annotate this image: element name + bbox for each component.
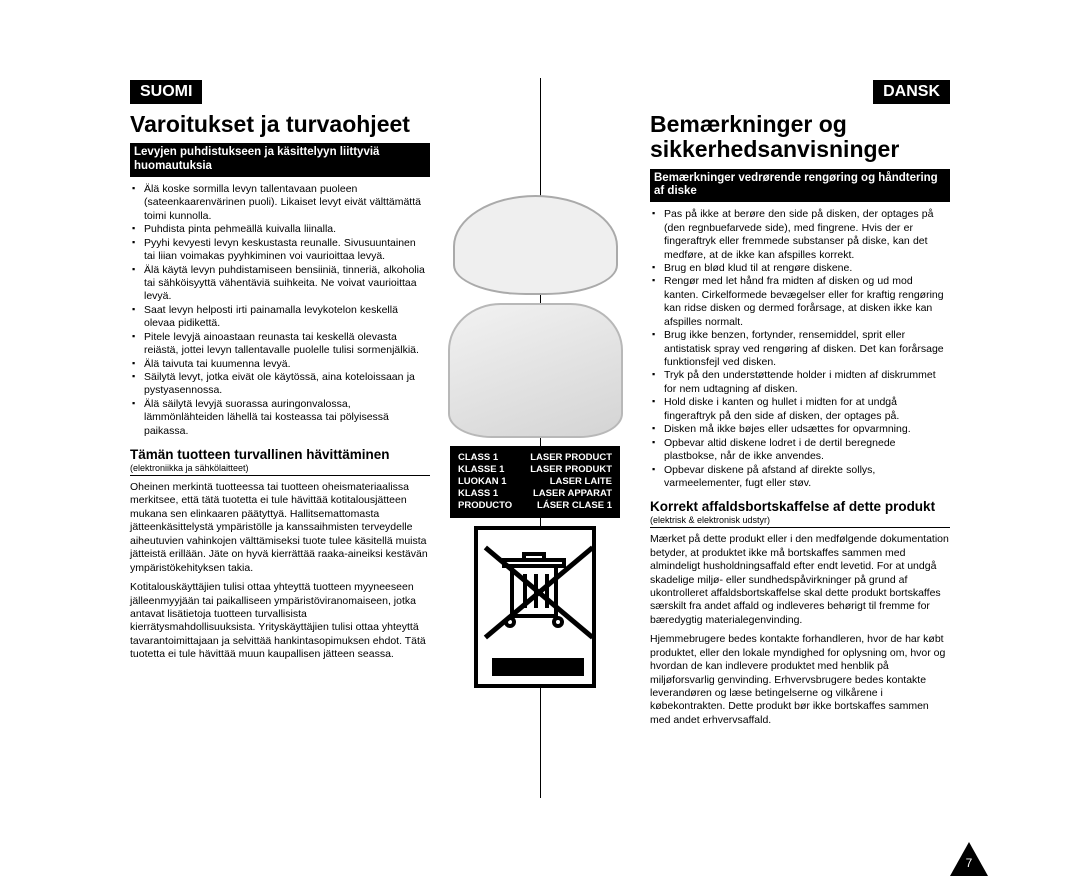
notes-list-left: Älä koske sormilla levyn tallentavaan pu… bbox=[130, 183, 430, 438]
center-illustrations: CLASS 1LASER PRODUCTKLASSE 1LASER PRODUK… bbox=[432, 195, 638, 688]
note-item: Pyyhi kevyesti levyn keskustasta reunall… bbox=[130, 237, 430, 264]
disposal-p1-right: Mærket på dette produkt eller i den medf… bbox=[650, 533, 950, 627]
note-item: Opbevar altid diskene lodret i de dertil… bbox=[650, 437, 950, 464]
lang-label-suomi: SUOMI bbox=[130, 80, 202, 104]
banner-left: Levyjen puhdistukseen ja käsittelyyn lii… bbox=[130, 143, 430, 177]
page-number: 7 bbox=[964, 856, 974, 870]
note-item: Älä käytä levyn puhdistamiseen bensiiniä… bbox=[130, 264, 430, 304]
manual-page: SUOMI Varoitukset ja turvaohjeet Levyjen… bbox=[0, 0, 1080, 890]
disc-cleaning-illustration bbox=[453, 195, 618, 295]
note-item: Brug en blød klud til at rengøre diskene… bbox=[650, 262, 950, 275]
note-item: Puhdista pinta pehmeällä kuivalla liinal… bbox=[130, 223, 430, 236]
disposal-sub-right: (elektrisk & elektronisk udstyr) bbox=[650, 515, 950, 528]
disposal-p1-left: Oheinen merkintä tuotteessa tai tuotteen… bbox=[130, 481, 430, 575]
banner-right: Bemærkninger vedrørende rengøring og hån… bbox=[650, 169, 950, 203]
notes-list-right: Pas på ikke at berøre den side på disken… bbox=[650, 208, 950, 490]
note-item: Brug ikke benzen, fortynder, rensemiddel… bbox=[650, 329, 950, 369]
note-item: Disken må ikke bøjes eller udsættes for … bbox=[650, 423, 950, 436]
note-item: Rengør med let hånd fra midten af disken… bbox=[650, 275, 950, 329]
note-item: Saat levyn helposti irti painamalla levy… bbox=[130, 304, 430, 331]
laser-class-label: CLASS 1LASER PRODUCTKLASSE 1LASER PRODUK… bbox=[450, 446, 620, 518]
note-item: Pitele levyjä ainoastaan reunasta tai ke… bbox=[130, 331, 430, 358]
title-right: Bemærkninger og sikkerhedsanvisninger bbox=[650, 112, 950, 163]
note-item: Älä taivuta tai kuumenna levyä. bbox=[130, 358, 430, 371]
disposal-p2-right: Hjemmebrugere bedes kontakte forhandlere… bbox=[650, 633, 950, 727]
disposal-p2-left: Kotitalouskäyttäjien tulisi ottaa yhteyt… bbox=[130, 581, 430, 662]
note-item: Älä säilytä levyjä suorassa auringonvalo… bbox=[130, 398, 430, 438]
note-item: Tryk på den understøttende holder i midt… bbox=[650, 369, 950, 396]
lang-label-dansk: DANSK bbox=[873, 80, 950, 104]
title-left: Varoitukset ja turvaohjeet bbox=[130, 112, 430, 137]
right-column: DANSK Bemærkninger og sikkerhedsanvisnin… bbox=[650, 80, 950, 733]
disposal-heading-left: Tämän tuotteen turvallinen hävittäminen bbox=[130, 448, 430, 463]
disposal-heading-right: Korrekt affaldsbortskaffelse af dette pr… bbox=[650, 500, 950, 515]
weee-symbol bbox=[474, 526, 596, 688]
left-column: SUOMI Varoitukset ja turvaohjeet Levyjen… bbox=[130, 80, 430, 668]
note-item: Säilytä levyt, jotka eivät ole käytössä,… bbox=[130, 371, 430, 398]
disposal-sub-left: (elektroniikka ja sähkölaitteet) bbox=[130, 463, 430, 476]
note-item: Opbevar diskene på afstand af direkte so… bbox=[650, 464, 950, 491]
camcorder-disc-illustration bbox=[448, 303, 623, 438]
weee-bar bbox=[492, 658, 584, 676]
note-item: Pas på ikke at berøre den side på disken… bbox=[650, 208, 950, 262]
note-item: Älä koske sormilla levyn tallentavaan pu… bbox=[130, 183, 430, 223]
note-item: Hold diske i kanten og hullet i midten f… bbox=[650, 396, 950, 423]
